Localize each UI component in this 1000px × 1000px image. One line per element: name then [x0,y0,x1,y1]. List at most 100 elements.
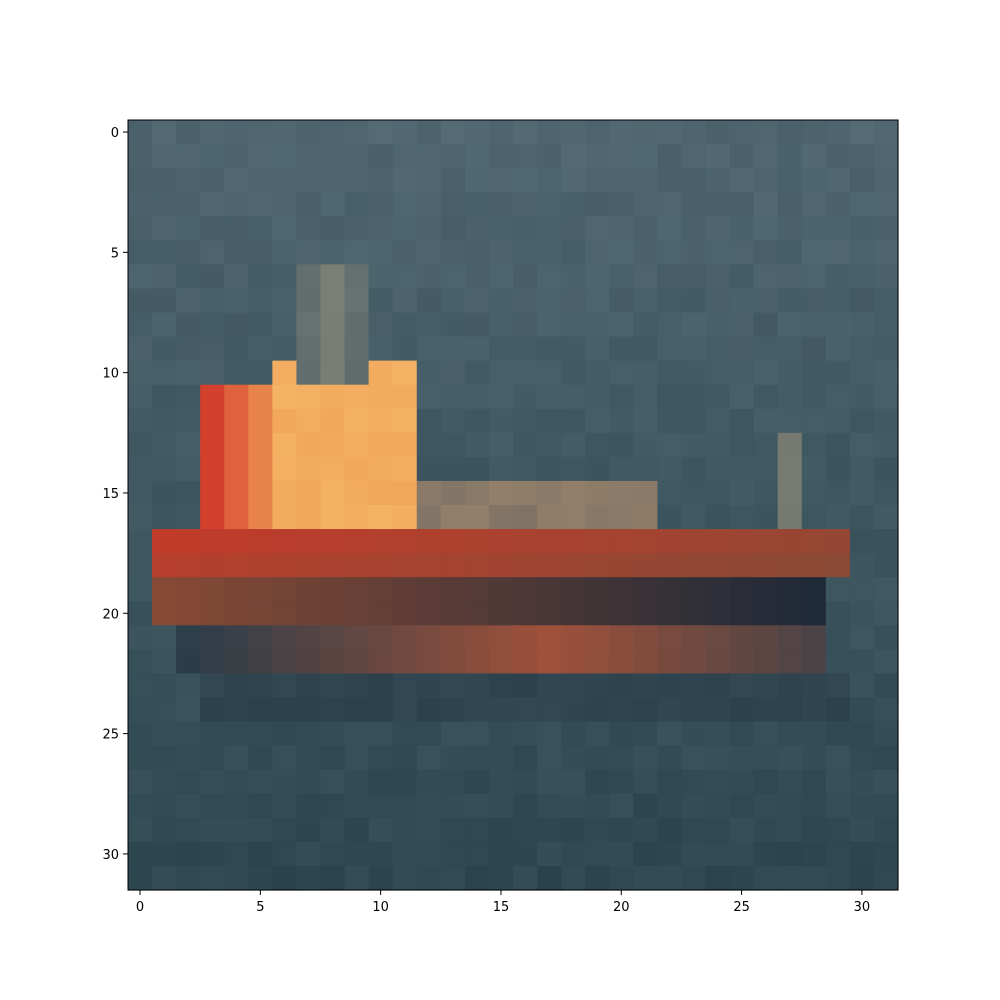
pixel-cell [681,553,707,578]
pixel-cell [825,649,851,675]
pixel-cell [729,120,755,145]
pixel-cell [464,168,490,193]
pixel-cell [609,841,634,867]
pixel-cell [176,745,201,771]
pixel-cell [825,264,851,290]
pixel-cell [513,601,538,626]
pixel-cell [753,408,779,434]
pixel-cell [320,529,346,554]
pixel-cell [753,120,779,145]
pixel-cell [681,577,707,602]
pixel-cell [416,480,442,506]
pixel-cell [344,505,370,530]
pixel-cell [272,144,298,169]
pixel-cell [657,288,683,314]
y-tick-label: 5 [111,246,119,261]
pixel-cell [296,240,322,265]
pixel-cell [296,673,322,699]
pixel-cell [753,841,779,867]
pixel-cell [705,336,731,362]
pixel-cell [825,577,851,602]
pixel-cell [561,456,586,482]
pixel-cell [368,745,394,771]
pixel-cell [392,120,418,145]
pixel-cell [248,192,273,217]
pixel-cell [488,577,514,602]
pixel-cell [777,769,803,795]
pixel-cell [801,841,827,867]
x-tick-label: 10 [372,900,389,915]
pixel-cell [464,408,490,434]
pixel-cell [224,745,249,771]
pixel-cell [537,384,562,410]
pixel-cell [392,577,418,602]
pixel-cell [825,432,851,458]
pixel-cell [344,264,370,290]
pixel-cell [705,745,731,771]
pixel-cell [464,793,490,819]
pixel-cell [320,553,346,578]
pixel-cell [440,793,466,819]
pixel-cell [873,865,899,891]
pixel-cell [633,721,658,747]
pixel-cell [344,817,370,843]
pixel-cell [729,192,755,217]
pixel-cell [128,312,153,338]
pixel-cell [320,240,346,265]
pixel-cell [537,601,562,626]
pixel-cell [777,432,803,458]
pixel-cell [609,408,634,434]
pixel-cell [128,456,153,482]
pixel-cell [513,625,538,650]
pixel-cell [657,192,683,217]
pixel-cell [561,841,586,867]
pixel-cell [464,336,490,362]
pixel-cell [440,577,466,602]
pixel-cell [729,649,755,675]
pixel-cell [344,841,370,867]
pixel-cell [609,360,634,386]
pixel-cell [873,288,899,314]
pixel-cell [657,697,683,723]
pixel-cell [440,601,466,626]
pixel-cell [488,312,514,338]
pixel-cell [801,817,827,843]
pixel-cell [128,793,153,819]
pixel-cell [416,577,442,602]
pixel-cell [392,649,418,675]
pixel-cell [344,456,370,482]
pixel-cell [272,168,298,193]
pixel-cell [272,553,298,578]
pixel-cell [729,577,755,602]
pixel-cell [296,625,322,650]
pixel-cell [705,288,731,314]
pixel-cell [585,601,610,626]
pixel-cell [657,721,683,747]
pixel-cell [657,817,683,843]
pixel-cell [681,505,707,530]
pixel-cell [392,529,418,554]
pixel-cell [152,216,177,241]
pixel-cell [537,721,562,747]
pixel-cell [609,769,634,795]
pixel-cell [705,673,731,699]
pixel-cell [320,625,346,650]
pixel-cell [296,553,322,578]
pixel-cell [416,384,442,410]
pixel-cell [200,456,225,482]
pixel-cell [513,288,538,314]
pixel-cell [224,769,249,795]
pixel-cell [248,769,273,795]
pixel-cell [633,745,658,771]
pixel-cell [657,408,683,434]
pixel-cell [585,360,610,386]
pixel-cell [392,673,418,699]
pixel-cell [537,553,562,578]
pixel-cell [561,240,586,265]
pixel-cell [392,721,418,747]
pixel-cell [344,432,370,458]
pixel-cell [657,649,683,675]
pixel-cell [152,769,177,795]
pixel-cell [344,721,370,747]
pixel-cell [152,264,177,290]
